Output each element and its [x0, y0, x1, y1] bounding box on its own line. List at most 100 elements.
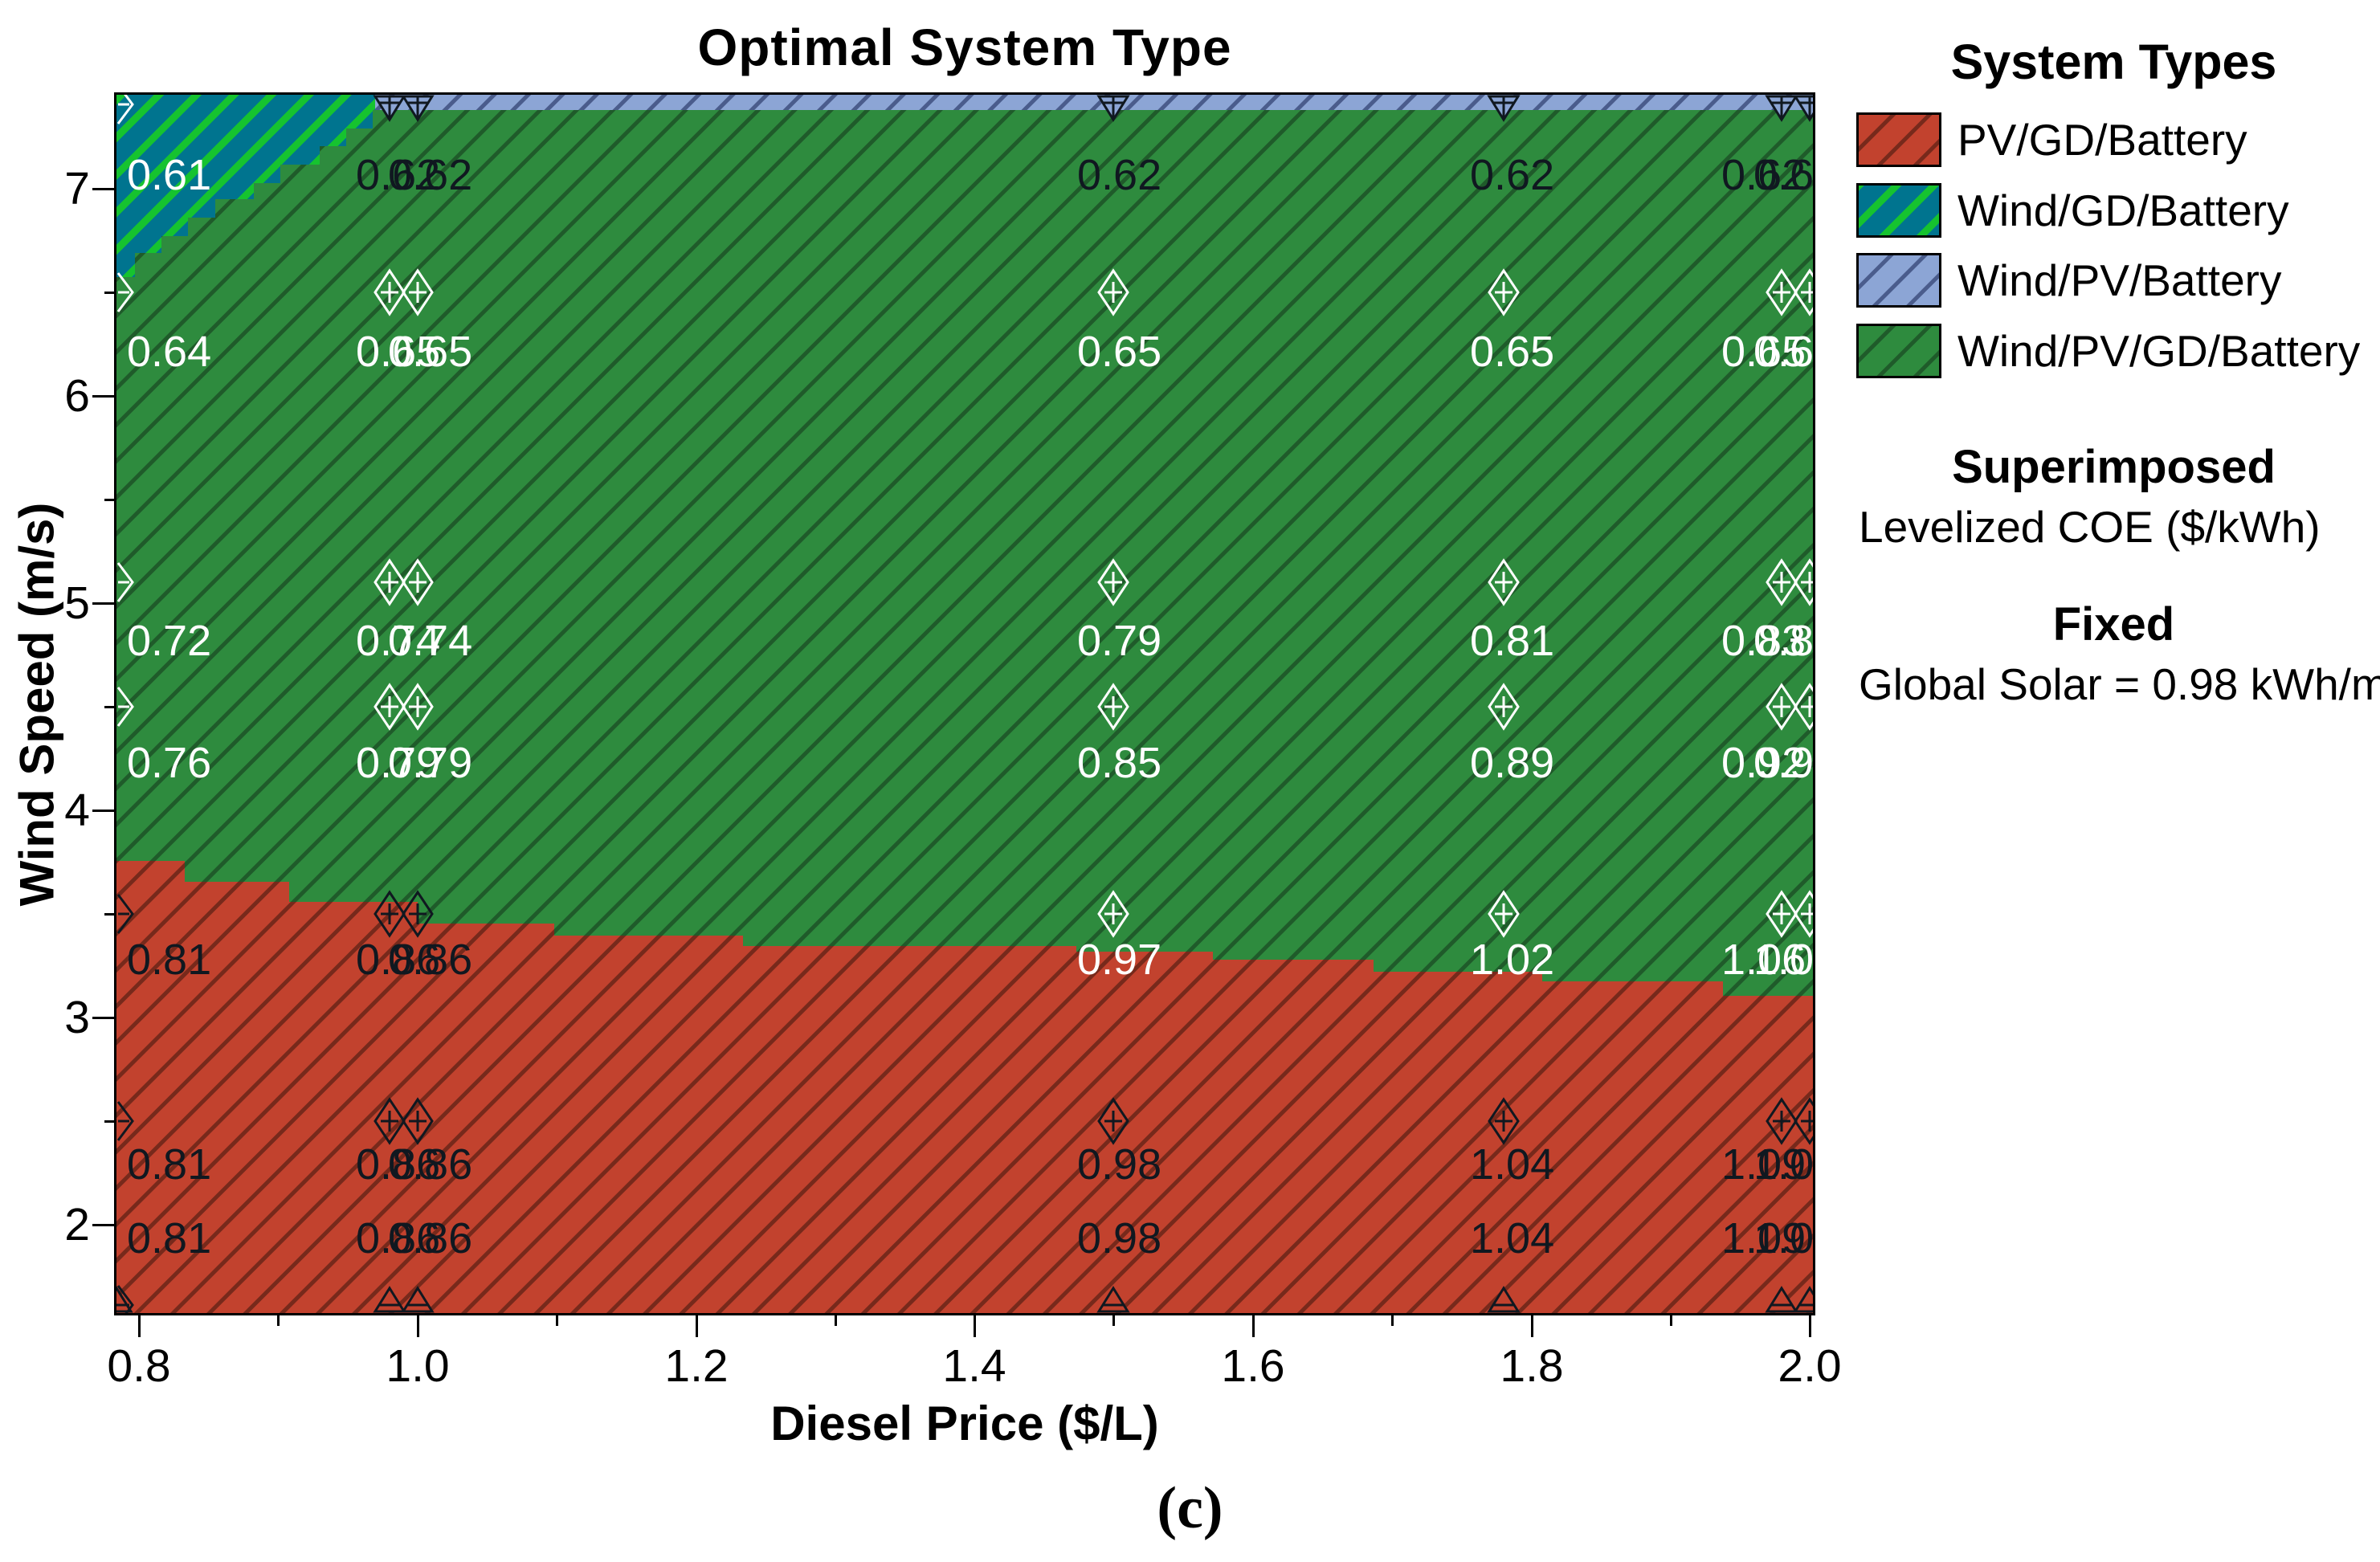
- sensitivity-marker-icon: [1794, 890, 1813, 938]
- edge-marker-left-icon: [116, 1101, 134, 1141]
- legend-label: Wind/GD/Battery: [1957, 186, 2289, 235]
- y-axis-major-tick: [92, 602, 116, 605]
- sensitivity-marker-icon: [1097, 558, 1129, 606]
- edge-marker-top-icon: [1765, 95, 1798, 122]
- fixed-label: Global Solar = 0.98 kWh/m²/d: [1859, 659, 2380, 709]
- edge-marker-top-icon: [1487, 95, 1521, 122]
- x-axis-major-tick: [417, 1315, 419, 1337]
- region-wind-gd-battery: [116, 95, 375, 277]
- edge-marker-top-icon: [1096, 95, 1130, 122]
- sensitivity-marker-icon: [1794, 683, 1813, 731]
- sensitivity-marker-icon: [1097, 268, 1129, 316]
- coe-label: 1.09: [1721, 1140, 1806, 1189]
- sensitivity-marker-icon: [1766, 683, 1798, 731]
- x-tick-label: 1.0: [386, 1340, 450, 1392]
- coe-label: 0.65: [356, 328, 440, 376]
- coe-label: 0.79: [388, 739, 472, 787]
- coe-label: 1.06: [1753, 936, 1813, 984]
- edge-marker-bottom-icon: [401, 1286, 435, 1313]
- coe-label: 0.61: [127, 151, 211, 199]
- y-tick-label: 6: [64, 370, 90, 422]
- legend-item-wind-pv-gd-battery: Wind/PV/GD/Battery: [1847, 324, 2380, 378]
- sensitivity-marker-icon: [402, 890, 434, 938]
- x-tick-label: 1.6: [1221, 1340, 1285, 1392]
- coe-label: 0.65: [388, 328, 472, 376]
- coe-label: 0.83: [1721, 617, 1806, 665]
- sensitivity-marker-icon: [1794, 558, 1813, 606]
- fixed-heading: Fixed: [2052, 598, 2175, 650]
- coe-label: 0.74: [388, 617, 472, 665]
- coe-label: 1.02: [1470, 936, 1554, 984]
- sensitivity-marker-icon: [374, 1097, 406, 1145]
- y-tick-label: 7: [64, 163, 90, 214]
- x-axis-minor-tick: [1112, 1315, 1115, 1326]
- sensitivity-marker-icon: [374, 890, 406, 938]
- coe-label: 0.81: [127, 1214, 211, 1262]
- coe-label: 0.86: [388, 936, 472, 984]
- coe-label: 0.85: [1077, 739, 1161, 787]
- edge-marker-top-icon: [373, 95, 406, 122]
- coe-label: 0.79: [356, 739, 440, 787]
- edge-marker-bottom-icon: [373, 1286, 406, 1313]
- y-tick-label: 3: [64, 992, 90, 1043]
- y-axis-major-tick: [92, 395, 116, 398]
- coe-label: 0.98: [1077, 1214, 1161, 1262]
- x-axis-minor-tick: [1391, 1315, 1394, 1326]
- coe-label: 0.92: [1753, 739, 1813, 787]
- sensitivity-marker-icon: [1794, 1097, 1813, 1145]
- x-axis-minor-tick: [556, 1315, 558, 1326]
- coe-label: 0.65: [1470, 328, 1554, 376]
- chart-title: Optimal System Type: [697, 18, 1232, 76]
- coe-label: 0.81: [127, 936, 211, 984]
- x-axis-title: Diesel Price ($/L): [770, 1397, 1159, 1450]
- coe-label: 0.62: [356, 151, 440, 199]
- legend-swatch-wind-pv-gd-battery: [1856, 324, 1941, 378]
- sensitivity-marker-icon: [1488, 1097, 1520, 1145]
- sensitivity-marker-icon: [1488, 268, 1520, 316]
- region-pv-gd-battery: [116, 861, 1813, 1313]
- legend-panel: System Types PV/GD/Battery Wind/GD/Batte…: [1847, 0, 2380, 803]
- edge-marker-left-icon: [116, 562, 134, 602]
- sensitivity-marker-icon: [374, 683, 406, 731]
- coe-label: 0.79: [1077, 617, 1161, 665]
- x-tick-label: 1.8: [1500, 1340, 1564, 1392]
- sensitivity-marker-icon: [1766, 1097, 1798, 1145]
- coe-label: 0.76: [127, 739, 211, 787]
- legend-swatch-pv-gd-battery: [1856, 112, 1941, 167]
- y-axis-major-tick: [92, 810, 116, 812]
- sensitivity-marker-icon: [1766, 558, 1798, 606]
- plot-svg: 0.610.620.620.620.620.620.620.640.650.65…: [116, 95, 1813, 1313]
- x-axis-minor-tick: [835, 1315, 837, 1326]
- sensitivity-marker-icon: [402, 558, 434, 606]
- x-tick-label: 2.0: [1778, 1340, 1842, 1392]
- coe-label: 0.72: [127, 617, 211, 665]
- x-axis-major-tick: [1252, 1315, 1255, 1337]
- edge-marker-left-icon: [116, 272, 134, 312]
- superimposed-heading: Superimposed: [1952, 441, 2276, 493]
- y-tick-label: 4: [64, 785, 90, 836]
- edge-marker-top-icon: [401, 95, 435, 122]
- legend-label: Wind/PV/GD/Battery: [1957, 326, 2361, 376]
- edge-marker-top-icon: [1793, 95, 1813, 122]
- coe-label: 0.86: [356, 936, 440, 984]
- coe-label: 0.92: [1721, 739, 1806, 787]
- coe-label: 0.89: [1470, 739, 1554, 787]
- legend-label: Wind/PV/Battery: [1957, 255, 2282, 305]
- y-tick-label: 5: [64, 577, 90, 629]
- sensitivity-marker-icon: [1488, 558, 1520, 606]
- x-axis-minor-tick: [277, 1315, 280, 1326]
- coe-label: 0.86: [356, 1140, 440, 1189]
- coe-label: 1.04: [1470, 1140, 1554, 1189]
- coe-label: 0.62: [1077, 151, 1161, 199]
- y-axis-minor-tick: [104, 499, 116, 501]
- sensitivity-marker-icon: [402, 1097, 434, 1145]
- coe-label: 0.65: [1753, 328, 1813, 376]
- region-wind-pv-battery: [375, 95, 1813, 110]
- coe-label: 0.65: [1721, 328, 1806, 376]
- coe-label: 1.09: [1753, 1214, 1813, 1262]
- edge-marker-bottom-icon: [1487, 1286, 1521, 1313]
- y-axis-minor-tick: [104, 706, 116, 708]
- legend-swatch-wind-pv-battery: [1856, 253, 1941, 308]
- coe-label: 0.62: [1753, 151, 1813, 199]
- sensitivity-marker-icon: [402, 268, 434, 316]
